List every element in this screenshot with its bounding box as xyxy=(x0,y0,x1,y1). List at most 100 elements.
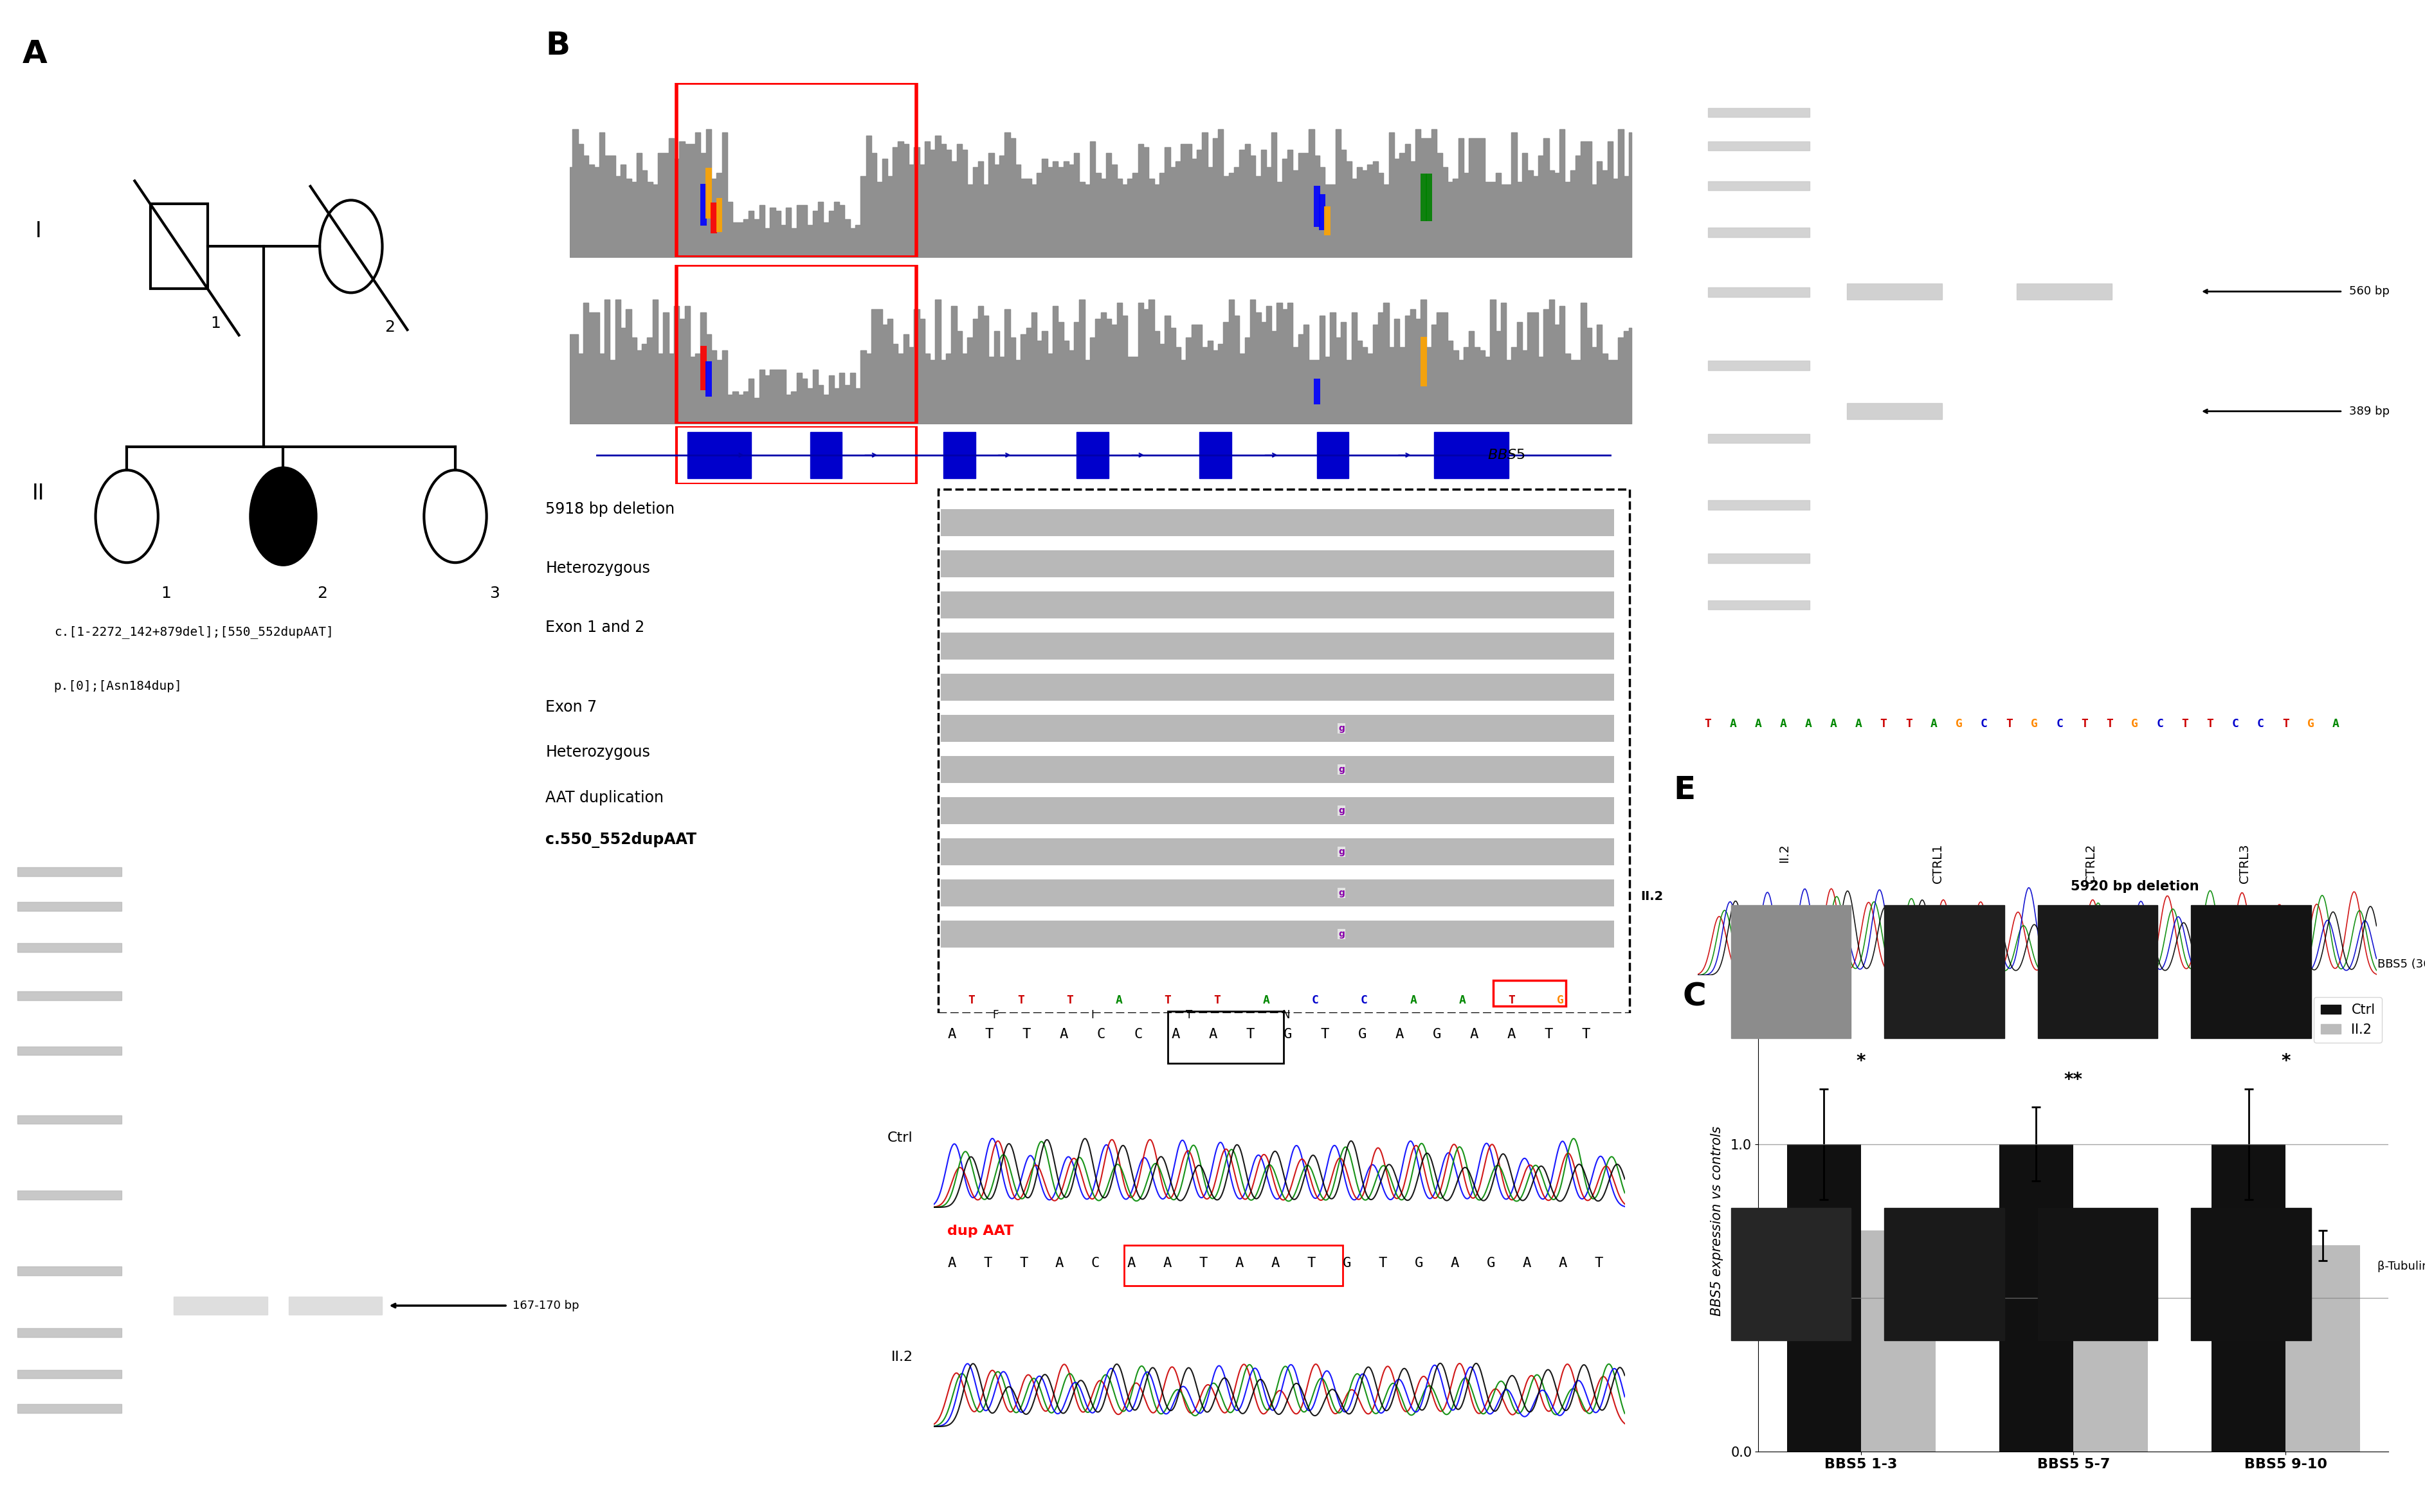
Bar xyxy=(941,715,1615,742)
Bar xyxy=(175,1297,267,1314)
Text: II.2: II.2 xyxy=(1642,891,1664,903)
Text: Exon 7: Exon 7 xyxy=(546,700,597,715)
Text: N: N xyxy=(1283,1010,1290,1021)
Text: A: A xyxy=(1234,1256,1244,1270)
Bar xyxy=(1884,1208,2003,1341)
Text: C: C xyxy=(1091,1256,1101,1270)
Text: T-: T- xyxy=(2233,73,2248,85)
Text: T: T xyxy=(2107,718,2112,730)
Text: A: A xyxy=(1831,718,1836,730)
Text: T: T xyxy=(1705,718,1712,730)
Text: G: G xyxy=(1557,995,1564,1005)
Text: 500 bp --: 500 bp -- xyxy=(17,1099,70,1110)
Bar xyxy=(941,797,1615,824)
Bar xyxy=(1319,194,1326,230)
Text: g: g xyxy=(1339,806,1343,815)
Text: T: T xyxy=(1307,1256,1314,1270)
Text: g: g xyxy=(1339,889,1343,898)
Bar xyxy=(1494,980,1567,1005)
Bar xyxy=(686,432,752,478)
Text: 1: 1 xyxy=(211,316,221,331)
Text: C: C xyxy=(1312,995,1319,1005)
Bar xyxy=(715,198,723,231)
Text: A: A xyxy=(948,1256,955,1270)
Bar xyxy=(2287,1246,2360,1452)
Text: T: T xyxy=(1212,995,1220,1005)
Text: T: T xyxy=(1581,1028,1591,1040)
Text: T: T xyxy=(2005,718,2013,730)
Bar xyxy=(941,838,1615,865)
Text: T: T xyxy=(1593,1256,1603,1270)
Text: p.[0];[Asn184dup]: p.[0];[Asn184dup] xyxy=(53,680,182,692)
Bar xyxy=(1324,206,1331,236)
Text: 560 bp: 560 bp xyxy=(2350,286,2389,298)
Bar xyxy=(17,1191,121,1199)
Text: A: A xyxy=(1470,1028,1479,1040)
Text: G: G xyxy=(1414,1256,1423,1270)
Bar xyxy=(943,432,975,478)
Text: A: A xyxy=(1055,1256,1065,1270)
Text: A: A xyxy=(1523,1256,1530,1270)
Bar xyxy=(941,550,1615,578)
Text: T: T xyxy=(1545,1028,1552,1040)
Text: C: C xyxy=(1683,981,1707,1012)
Text: 3: 3 xyxy=(490,585,500,602)
Text: G: G xyxy=(1487,1256,1496,1270)
Bar xyxy=(1707,107,1809,118)
Text: C: C xyxy=(2066,73,2076,85)
Text: A: A xyxy=(1164,1256,1171,1270)
Text: 2: 2 xyxy=(386,319,395,336)
Text: T: T xyxy=(1164,995,1171,1005)
Text: T: T xyxy=(1021,1028,1031,1040)
Text: T: T xyxy=(1508,995,1516,1005)
Text: T: T xyxy=(1879,718,1887,730)
Bar xyxy=(2037,1208,2158,1341)
Bar xyxy=(1707,287,1809,296)
Bar xyxy=(1707,228,1809,237)
Text: A: A xyxy=(1450,1256,1460,1270)
Text: B: B xyxy=(546,30,570,60)
Text: II: II xyxy=(32,482,44,503)
Text: G: G xyxy=(1358,1028,1368,1040)
Bar xyxy=(2037,906,2158,1037)
Bar xyxy=(17,868,121,877)
Text: T: T xyxy=(1016,995,1023,1005)
Text: A: A xyxy=(1060,1028,1067,1040)
Text: T: T xyxy=(1067,995,1074,1005)
Text: A: A xyxy=(1409,995,1416,1005)
Bar xyxy=(1707,181,1809,191)
Bar xyxy=(1421,337,1426,386)
Bar xyxy=(711,203,718,233)
Text: c.550_552dupAAT: c.550_552dupAAT xyxy=(546,832,696,848)
Bar xyxy=(1200,432,1232,478)
Text: F: F xyxy=(992,1010,999,1021)
Text: A: A xyxy=(2333,718,2340,730)
Text: C: C xyxy=(2231,718,2238,730)
Bar xyxy=(2018,284,2112,299)
Text: T: T xyxy=(2182,718,2190,730)
Text: C: C xyxy=(1360,995,1368,1005)
Text: II.2: II.2 xyxy=(196,836,223,850)
Bar xyxy=(1421,174,1426,221)
Text: AAT duplication: AAT duplication xyxy=(546,789,664,806)
Bar xyxy=(150,204,209,289)
Text: C: C xyxy=(1096,1028,1106,1040)
Bar xyxy=(1884,906,2003,1037)
Bar xyxy=(2073,1267,2149,1452)
Text: CTRL2: CTRL2 xyxy=(2086,844,2098,883)
Text: A: A xyxy=(1171,1028,1181,1040)
Text: 200 bp --: 200 bp -- xyxy=(17,1278,70,1290)
Bar xyxy=(701,346,706,390)
Text: A: A xyxy=(1729,718,1736,730)
Bar xyxy=(1707,141,1809,151)
Text: G: G xyxy=(2132,718,2139,730)
Bar xyxy=(941,674,1615,702)
Bar xyxy=(706,168,713,219)
Bar xyxy=(1707,600,1809,609)
Text: g: g xyxy=(1339,930,1343,939)
Bar xyxy=(1848,404,1942,419)
Bar xyxy=(677,265,917,423)
Bar xyxy=(938,490,1630,1013)
Text: C: C xyxy=(2056,718,2064,730)
Bar xyxy=(1314,186,1319,227)
